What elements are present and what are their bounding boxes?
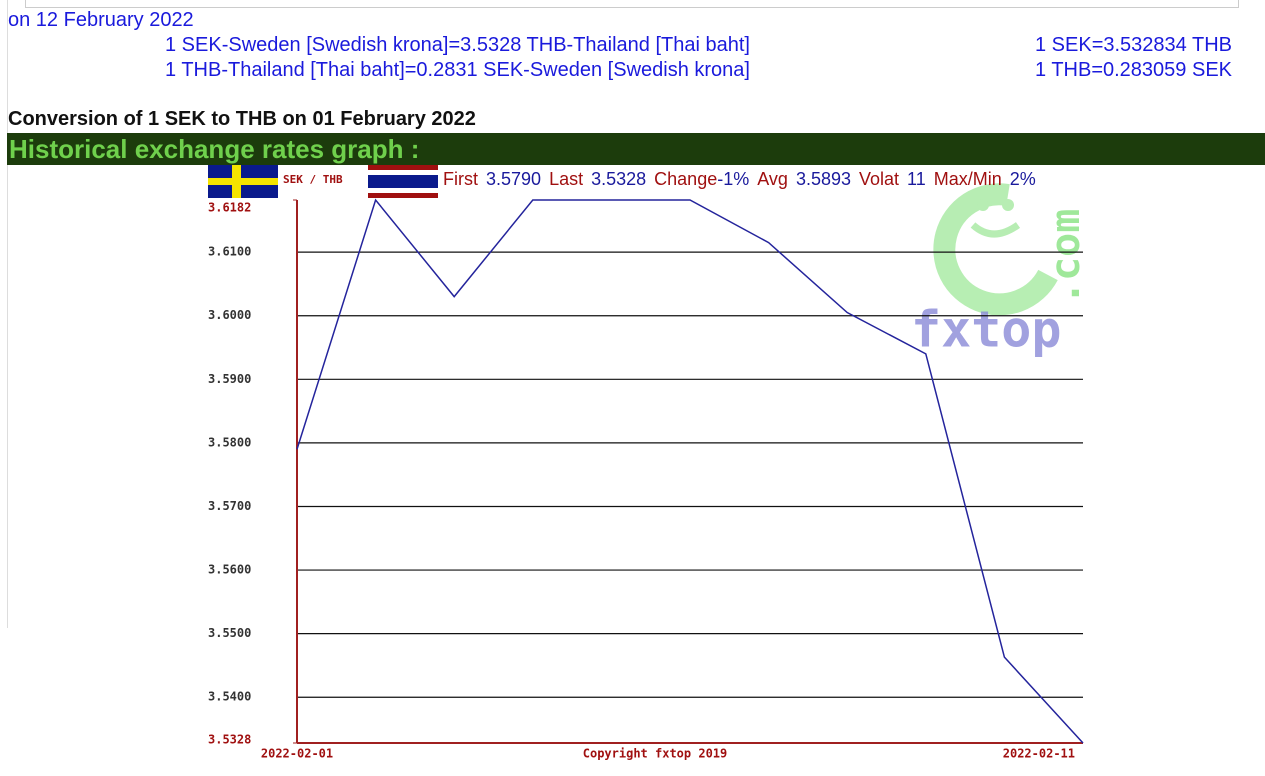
y-tick-label: 3.5800 [208, 435, 251, 449]
stat-value: 2% [1010, 169, 1036, 189]
stat-label: Volat [859, 169, 899, 189]
date-line: on 12 February 2022 [8, 9, 194, 31]
conversion-title: Conversion of 1 SEK to THB on 01 Februar… [8, 108, 476, 130]
y-tick-label: 3.5600 [208, 563, 251, 577]
rate-text: 1 THB-Thailand [Thai baht]=0.2831 SEK-Sw… [165, 59, 750, 81]
y-tick-label: 3.5700 [208, 499, 251, 513]
watermark-text: fxtop [911, 301, 1062, 359]
stat-value: 11 [907, 169, 926, 189]
stat-label: Avg [757, 169, 788, 189]
y-tick-label: 3.5328 [208, 733, 251, 747]
stat-label: Last [549, 169, 583, 189]
pair-label: SEK / THB [283, 173, 343, 186]
stats: First 3.5790 Last 3.5328 Change-1% Avg 3.5893 V… [443, 169, 1036, 189]
x-tick-label: 2022-02-11 [1003, 747, 1075, 761]
chart: fxtop.com SEK / THB First 3.5790 Last 3.5328 C… [208, 165, 1085, 761]
y-tick-label: 3.5400 [208, 690, 251, 704]
stat-value: 3.5328 [591, 169, 646, 189]
y-tick-label: 3.5900 [208, 372, 251, 386]
x-tick-label: 2022-02-01 [261, 747, 333, 761]
stat-label: First [443, 169, 478, 189]
stat-label: Max/Min [934, 169, 1002, 189]
stat-value: 3.5893 [796, 169, 851, 189]
flag-sweden [208, 165, 278, 198]
y-tick-label: 3.6182 [208, 201, 251, 215]
copyright: Copyright fxtop 2019 [583, 747, 728, 761]
rate-short: 1 SEK=3.532834 THB [1035, 34, 1232, 56]
y-tick-label: 3.5500 [208, 626, 251, 640]
watermark-text: .com [1043, 209, 1085, 305]
left-rule [7, 0, 8, 628]
stat-value: -1% [717, 169, 749, 189]
top-box [25, 0, 1239, 8]
section-bar: Historical exchange rates graph : [7, 133, 1265, 165]
y-tick-label: 3.6100 [208, 245, 251, 259]
stat-label: Change [654, 169, 717, 189]
flag-thailand [368, 165, 438, 198]
stat-value: 3.5790 [486, 169, 541, 189]
rate-text: 1 SEK-Sweden [Swedish krona]=3.5328 THB-… [165, 34, 750, 56]
rate-line [296, 198, 1084, 744]
y-tick-label: 3.6000 [208, 308, 251, 322]
rate-short: 1 THB=0.283059 SEK [1035, 59, 1232, 81]
section-title: Historical exchange rates graph : [9, 134, 420, 164]
watermark [933, 183, 1058, 316]
